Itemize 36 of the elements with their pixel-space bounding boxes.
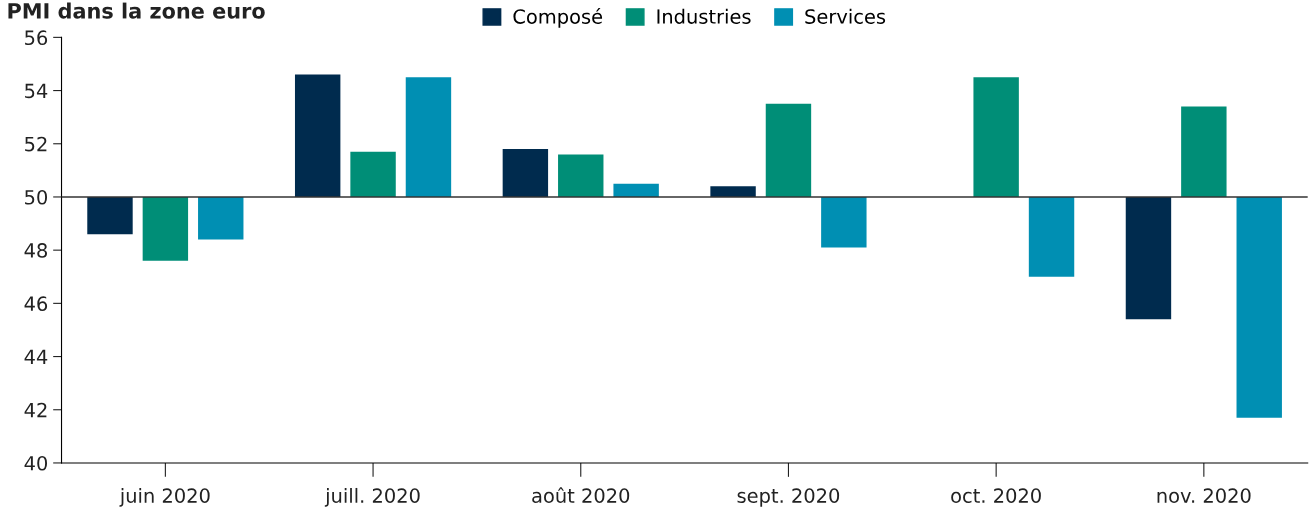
bar	[821, 196, 867, 248]
bar	[405, 77, 452, 197]
y-tick-label: 46	[24, 296, 48, 312]
legend-label: Services	[805, 8, 886, 24]
bar	[1236, 196, 1282, 418]
bar	[710, 186, 756, 197]
y-tick-label: 44	[24, 349, 48, 364]
legend-label: Industries	[657, 8, 751, 24]
y-tick-label: 52	[25, 136, 47, 152]
y-tick-label: 48	[24, 243, 47, 258]
bar	[1125, 196, 1172, 320]
y-tick-label: 56	[25, 30, 48, 46]
bar	[198, 196, 244, 240]
y-tick-label: 42	[24, 402, 47, 418]
bar	[142, 196, 189, 261]
bar	[350, 151, 396, 197]
bar	[1028, 196, 1075, 277]
x-tick-label: juin 2020	[119, 487, 210, 507]
chart-title: PMI dans la zone euro	[8, 2, 265, 19]
y-tick-label: 54	[25, 83, 48, 99]
bar	[973, 77, 1019, 197]
bar	[87, 196, 133, 235]
bar	[294, 74, 341, 197]
x-tick-label: sept. 2020	[737, 488, 840, 507]
bar	[1181, 106, 1227, 197]
x-tick-label: nov. 2020	[1157, 488, 1251, 503]
legend-label: Composé	[513, 8, 603, 28]
x-tick-label: juill. 2020	[324, 487, 420, 507]
bar	[558, 154, 604, 197]
y-tick-label: 40	[24, 455, 48, 471]
bar	[613, 183, 659, 197]
x-tick-label: août 2020	[532, 487, 630, 503]
bar	[502, 149, 549, 197]
bar	[765, 103, 812, 197]
y-tick-label: 50	[25, 189, 48, 205]
x-tick-label: oct. 2020	[951, 488, 1041, 503]
